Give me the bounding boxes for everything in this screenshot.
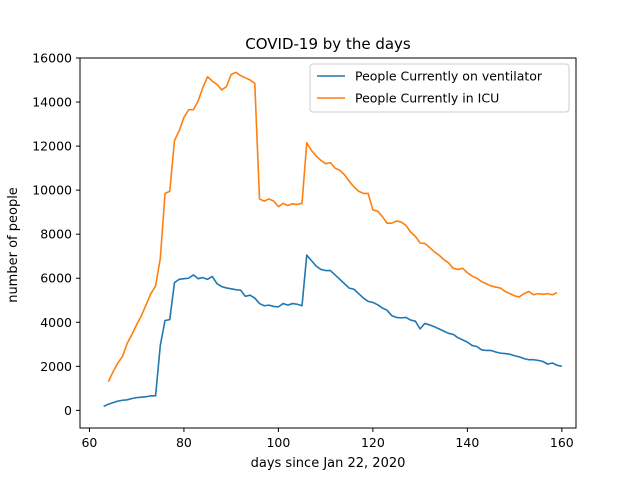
x-tick-label: 160	[550, 435, 574, 450]
x-tick-label: 80	[176, 435, 192, 450]
x-tick-label: 140	[455, 435, 479, 450]
y-axis: 0 2000 4000 6000 8000 10000 12000 14000 16000	[32, 51, 80, 418]
x-tick-label: 120	[361, 435, 385, 450]
plot-area	[103, 71, 563, 408]
y-tick-label: 14000	[32, 95, 72, 110]
y-tick-label: 10000	[32, 183, 72, 198]
y-tick-label: 4000	[40, 315, 72, 330]
y-tick-label: 0	[64, 403, 72, 418]
plot-frame	[79, 57, 577, 429]
chart-title: COVID-19 by the days	[245, 35, 411, 53]
x-tick-label: 100	[266, 435, 290, 450]
x-tick-label: 60	[81, 435, 97, 450]
legend-label-1: People Currently in ICU	[355, 91, 499, 106]
y-tick-label: 16000	[32, 51, 72, 66]
y-tick-label: 2000	[40, 359, 72, 374]
y-axis-title: number of people	[6, 187, 21, 303]
legend-box	[309, 63, 570, 113]
legend-label-0: People Currently on ventilator	[355, 69, 543, 84]
legend: People Currently on ventilator People Cur…	[309, 63, 570, 113]
x-axis: 60 80 100 120 140 160	[81, 428, 574, 450]
series-line-0	[103, 254, 563, 408]
series-line-1	[107, 71, 558, 383]
y-tick-label: 8000	[40, 227, 72, 242]
y-tick-label: 12000	[32, 139, 72, 154]
x-axis-title: days since Jan 22, 2020	[251, 456, 406, 471]
y-tick-label: 6000	[40, 271, 72, 286]
